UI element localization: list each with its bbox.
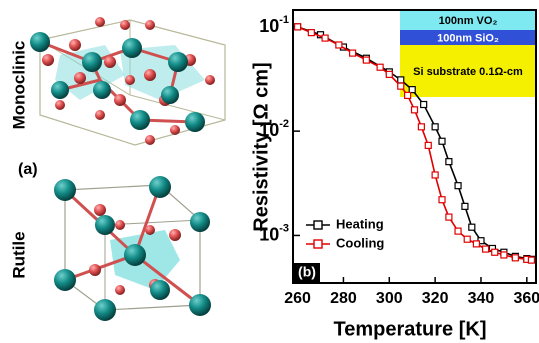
x-tick-label: 280 — [330, 290, 357, 307]
data-point — [483, 246, 489, 252]
panel-label: (b) — [298, 264, 316, 280]
x-axis-label: Temperature [K] — [334, 318, 487, 340]
data-point — [421, 102, 427, 108]
data-point — [469, 224, 475, 230]
inset-label: 100nm SiO₂ — [437, 32, 499, 44]
data-point — [386, 71, 392, 77]
y-tick-label: 10-1 — [259, 14, 289, 36]
y-tick-exponent: -2 — [279, 118, 289, 130]
data-point — [455, 228, 461, 234]
data-point — [462, 203, 468, 209]
inset-label: Si substrate 0.1Ω-cm — [413, 66, 523, 78]
inset-label: 100nm VO₂ — [439, 15, 498, 27]
data-point — [418, 124, 424, 130]
data-point — [308, 30, 314, 36]
y-tick-label: 10-3 — [259, 222, 289, 244]
data-point — [439, 138, 445, 144]
structure-label: Monoclinic — [9, 41, 28, 130]
data-point — [528, 257, 534, 263]
data-point — [432, 172, 438, 178]
structure-label: Rutile — [9, 231, 28, 278]
data-point — [439, 197, 445, 203]
monoclinic-structure — [30, 17, 225, 145]
data-point — [398, 83, 404, 89]
x-tick-label: 260 — [284, 290, 311, 307]
legend-label: Heating — [336, 216, 384, 231]
data-point — [492, 249, 498, 255]
data-point — [446, 159, 452, 165]
x-tick-label: 360 — [513, 290, 539, 307]
x-tick-label: 340 — [468, 290, 495, 307]
data-point — [432, 124, 438, 130]
legend-marker — [314, 240, 322, 248]
y-axis-label: Resistivity [Ω cm] — [250, 62, 272, 231]
rutile-structure — [54, 176, 211, 321]
y-tick-exponent: -1 — [279, 14, 289, 26]
y-tick-exponent: -3 — [279, 222, 289, 234]
data-point — [363, 57, 369, 63]
x-tick-label: 300 — [376, 290, 403, 307]
data-point — [405, 92, 411, 98]
data-point — [512, 255, 518, 261]
data-point — [350, 50, 356, 56]
data-point — [501, 252, 507, 258]
data-point — [425, 142, 431, 148]
data-point — [336, 42, 342, 48]
data-point — [322, 35, 328, 41]
data-point — [398, 77, 404, 83]
y-tick-base: 10 — [259, 224, 279, 244]
data-point — [464, 236, 470, 242]
y-tick-base: 10 — [259, 120, 279, 140]
data-point — [377, 64, 383, 70]
panel-label: (a) — [18, 161, 38, 178]
x-tick-label: 320 — [422, 290, 449, 307]
data-point — [409, 87, 415, 93]
data-point — [295, 24, 301, 30]
data-point — [412, 107, 418, 113]
data-point — [446, 214, 452, 220]
figure: Monoclinic Rutile (a) Resistivity [Ω cm]… — [0, 0, 539, 343]
data-point — [473, 241, 479, 247]
data-point — [455, 183, 461, 189]
legend-label: Cooling — [336, 235, 384, 250]
y-tick-label: 10-2 — [259, 118, 289, 140]
legend-marker — [314, 221, 322, 229]
y-tick-base: 10 — [259, 16, 279, 36]
